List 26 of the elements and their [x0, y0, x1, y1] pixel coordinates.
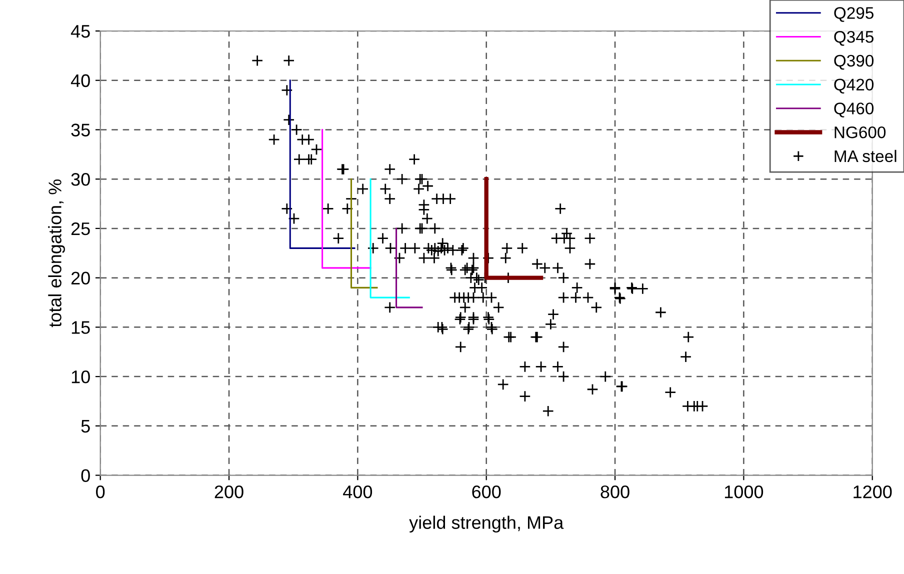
x-tick-label: 800 [600, 485, 630, 498]
x-tick-label: 600 [472, 485, 501, 498]
x-tick-label: 400 [343, 485, 372, 498]
y-tick-label: 5 [81, 420, 90, 433]
y-axis-title: total elongation, % [48, 179, 65, 328]
y-tick-label: 45 [70, 25, 90, 38]
y-tick-label: 20 [71, 272, 90, 285]
legend-label: Q460 [834, 102, 874, 118]
legend-label: Q390 [834, 54, 874, 70]
y-tick-label: 10 [72, 370, 90, 384]
legend-label: NG600 [834, 126, 886, 138]
x-tick-label: 0 [96, 485, 105, 498]
legend-label: Q345 [834, 30, 874, 46]
x-tick-label: 1200 [854, 485, 892, 498]
x-tick-label: 200 [214, 485, 244, 498]
y-tick-label: 15 [72, 321, 90, 334]
y-tick-label: 0 [81, 469, 90, 482]
x-tick-label: 1000 [724, 485, 764, 498]
x-axis-title: yield strength, MPa [409, 516, 564, 533]
y-tick-label: 30 [71, 173, 90, 186]
legend-label: Q295 [834, 7, 874, 22]
legend-label: MA steel [834, 150, 896, 162]
y-tick-label: 25 [71, 222, 90, 236]
y-tick-label: 40 [70, 74, 90, 88]
y-tick-label: 35 [71, 124, 90, 136]
legend-label: Q420 [834, 78, 874, 94]
